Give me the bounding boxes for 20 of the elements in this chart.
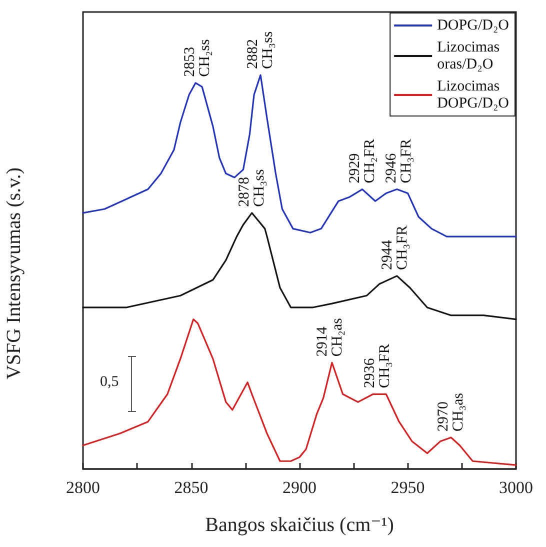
x-tick-label: 2950 <box>390 478 425 497</box>
annotation: 2970 CH₃as <box>436 392 467 432</box>
annotation: 2878 CH₃ss <box>236 169 268 207</box>
annotation: 2944 CH₃FR <box>379 226 410 270</box>
x-tick-label: 2800 <box>66 478 100 497</box>
annotation: 2929 CH₂FR <box>346 138 378 184</box>
legend-label: Lizocimas oras/D₂O <box>437 40 500 72</box>
annotation: 2946 CH₃FR <box>384 138 415 184</box>
y-axis-title: VSFG Intensyvumas (s.v.) <box>3 167 25 380</box>
annotation: 2853 CH₂ss <box>182 39 214 77</box>
annotation: 2914 CH₂as <box>314 318 346 357</box>
legend-label: Lizocimas DOPG/D₂O <box>437 78 510 112</box>
x-tick-label: 2900 <box>282 478 316 497</box>
x-tick-label: 2850 <box>174 478 208 497</box>
annotation: 2882 CH₃ss <box>245 31 276 70</box>
x-tick-label: 3000 <box>499 478 533 497</box>
annotation: 2936 CH₃FR <box>362 344 393 388</box>
legend-label: DOPG/D₂O <box>437 18 510 34</box>
annotation: 0,5 <box>100 374 119 391</box>
x-axis-title: Bangos skaičius (cm⁻¹) <box>205 514 394 536</box>
